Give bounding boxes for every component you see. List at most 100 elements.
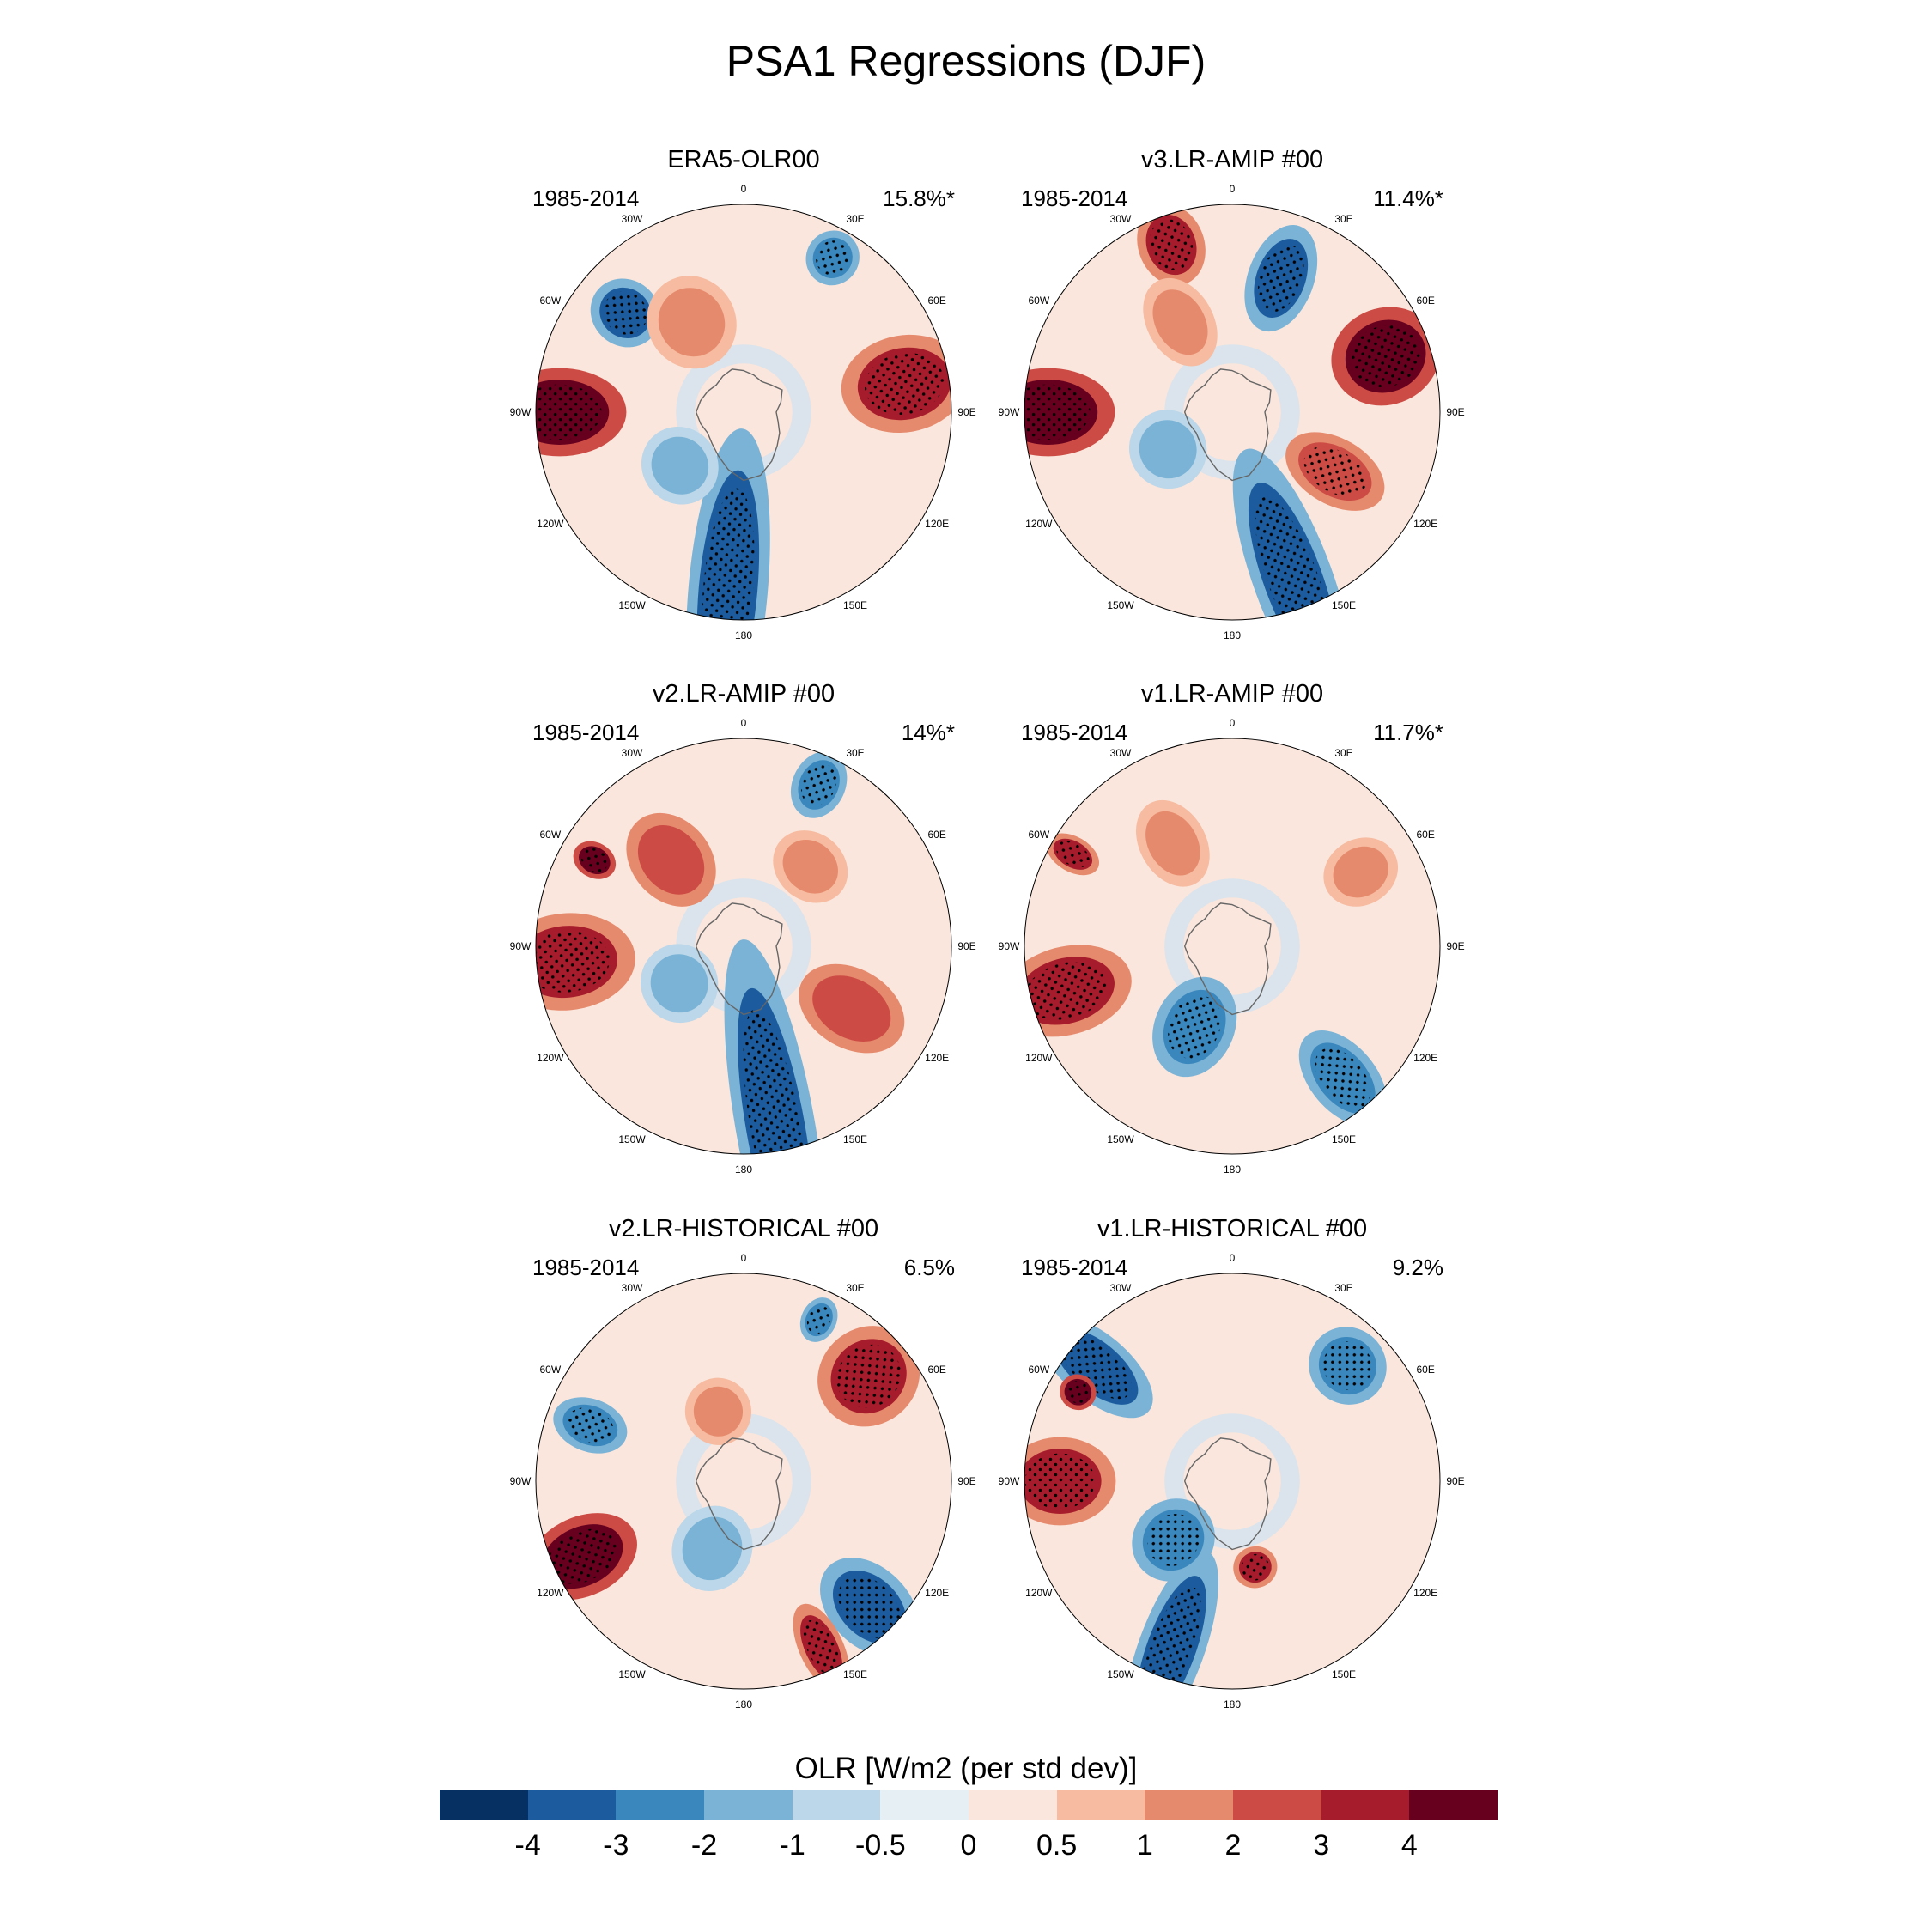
colorbar-tick-label: 0.5 xyxy=(1036,1829,1078,1862)
longitude-label: 180 xyxy=(1224,1698,1241,1710)
anomaly-core xyxy=(693,1386,744,1437)
panel-v1-lr-amip: v1.LR-AMIP #00 1985-2014 11.7%* 0 30E 60E 9… xyxy=(992,680,1473,1178)
significance-stippling xyxy=(1303,447,1367,496)
significance-stippling xyxy=(836,1344,902,1408)
longitude-label: 90W xyxy=(999,940,1020,952)
colorbar-swatch xyxy=(616,1790,705,1820)
anomaly-core xyxy=(1152,289,1208,355)
panel-title: v2.LR-HISTORICAL #00 xyxy=(608,1215,879,1242)
longitude-label: 0 xyxy=(741,183,747,195)
longitude-label: 90W xyxy=(510,1475,532,1487)
longitude-label: 90W xyxy=(999,1475,1020,1487)
colorbar-swatch xyxy=(440,1790,529,1820)
colorbar-tick-label: 1 xyxy=(1136,1829,1153,1862)
anomaly-core xyxy=(1139,420,1197,479)
map-border xyxy=(535,738,952,1155)
longitude-label: 60E xyxy=(1416,829,1434,841)
anomaly-core xyxy=(782,840,838,894)
anomaly-core xyxy=(682,1516,743,1581)
significance-stippling xyxy=(1147,1514,1200,1566)
longitude-label: 60E xyxy=(927,1364,945,1376)
longitude-label: 150W xyxy=(1107,1668,1134,1680)
colorbar-tick-label: -2 xyxy=(690,1829,718,1862)
longitude-label: 120W xyxy=(1025,1052,1053,1064)
longitude-label: 60W xyxy=(1028,829,1049,841)
longitude-label: 150E xyxy=(1332,599,1356,611)
longitude-label: 150W xyxy=(618,1133,646,1145)
longitude-label: 90W xyxy=(510,406,532,418)
colorbar-swatch xyxy=(527,1790,617,1820)
panel-v2-lr-amip: v2.LR-AMIP #00 1985-2014 14%* 0 30E 60E 90E… xyxy=(503,680,984,1178)
longitude-label: 60W xyxy=(1028,295,1049,307)
polar-map: 0 30E 60E 90E 120E 150E 180 150W 120W 90W 60W 30W xyxy=(999,717,1465,1176)
longitude-label: 120W xyxy=(537,518,564,530)
panel-period: 1985-2014 xyxy=(532,185,640,211)
significance-stippling xyxy=(1060,1334,1133,1400)
colorbar-tick-label: -3 xyxy=(603,1829,629,1862)
panel-title: v2.LR-AMIP #00 xyxy=(652,680,835,708)
colorbar-tick-label: -1 xyxy=(779,1829,805,1862)
longitude-label: 150E xyxy=(843,1668,867,1680)
significance-stippling xyxy=(743,1009,808,1154)
map-border xyxy=(535,1273,952,1690)
panel-title: v3.LR-AMIP #00 xyxy=(1140,146,1324,173)
significance-stippling xyxy=(603,291,647,335)
longitude-label: 180 xyxy=(735,1698,752,1710)
anomaly-core xyxy=(1145,811,1200,876)
significance-stippling xyxy=(1024,1453,1096,1510)
longitude-label: 120W xyxy=(1025,518,1053,530)
colorbar-tick-label: 3 xyxy=(1313,1829,1330,1862)
significance-stippling xyxy=(547,1528,617,1584)
map-border xyxy=(535,204,952,621)
longitude-label: 30W xyxy=(1110,213,1132,225)
colorbar-tick-label: 0 xyxy=(960,1829,977,1862)
longitude-label: 0 xyxy=(741,1252,747,1264)
anomaly-core xyxy=(1333,846,1388,898)
longitude-label: 120E xyxy=(1413,1052,1437,1064)
antarctica-coastline xyxy=(1183,368,1272,482)
colorbar-title: OLR [W/m2 (per std dev)] xyxy=(794,1752,1138,1785)
longitude-label: 150W xyxy=(1107,599,1134,611)
panel-period: 1985-2014 xyxy=(1021,720,1128,745)
longitude-label: 180 xyxy=(735,629,752,641)
significance-stippling xyxy=(1351,325,1420,388)
longitude-label: 120E xyxy=(1413,518,1437,530)
colorbar-swatch xyxy=(1409,1790,1498,1820)
anomaly-core xyxy=(650,954,708,1013)
longitude-label: 30E xyxy=(1334,213,1352,225)
figure-title: PSA1 Regressions (DJF) xyxy=(726,37,1206,85)
antarctica-coastline xyxy=(695,368,783,482)
colorbar-tick-label: -0.5 xyxy=(855,1829,906,1862)
longitude-label: 150E xyxy=(843,1133,867,1145)
significance-stippling xyxy=(803,1619,840,1676)
longitude-label: 150E xyxy=(843,599,867,611)
panel-era5: ERA5-OLR00 1985-2014 15.8%* 0 30E 60E 90E 12… xyxy=(503,146,984,644)
colorbar-swatch xyxy=(1145,1790,1234,1820)
colorbar-swatch xyxy=(792,1790,881,1820)
antarctica-coastline xyxy=(695,1437,783,1551)
longitude-label: 150E xyxy=(1332,1668,1356,1680)
colorbar-swatch xyxy=(704,1790,793,1820)
anomaly-core xyxy=(658,288,726,357)
significance-stippling xyxy=(580,848,608,872)
longitude-label: 120W xyxy=(1025,1587,1053,1599)
longitude-label: 0 xyxy=(1230,717,1236,729)
longitude-label: 120E xyxy=(925,518,949,530)
map-background xyxy=(1024,204,1440,620)
longitude-label: 90E xyxy=(1446,940,1464,952)
colorbar-tick-label: 4 xyxy=(1400,1829,1418,1862)
longitude-label: 120E xyxy=(925,1052,949,1064)
panel-v1-lr-historical: v1.LR-HISTORICAL #00 1985-2014 9.2% 0 30E… xyxy=(992,1215,1473,1713)
polar-map: 0 30E 60E 90E 120E 150E 180 150W 120W 90W 60W 30W xyxy=(510,183,976,641)
significance-stippling xyxy=(1024,962,1108,1020)
significance-stippling xyxy=(1168,995,1222,1059)
map-border xyxy=(1024,738,1441,1155)
significance-stippling xyxy=(865,353,945,415)
significance-stippling xyxy=(1056,841,1090,868)
longitude-label: 90E xyxy=(1446,406,1464,418)
panel-variance-explained: 11.7%* xyxy=(1373,720,1443,745)
colorbar-tick-label: -4 xyxy=(514,1829,541,1862)
map-border xyxy=(1024,1273,1441,1690)
longitude-label: 120W xyxy=(537,1587,564,1599)
antarctica-coastline xyxy=(1183,1437,1272,1551)
